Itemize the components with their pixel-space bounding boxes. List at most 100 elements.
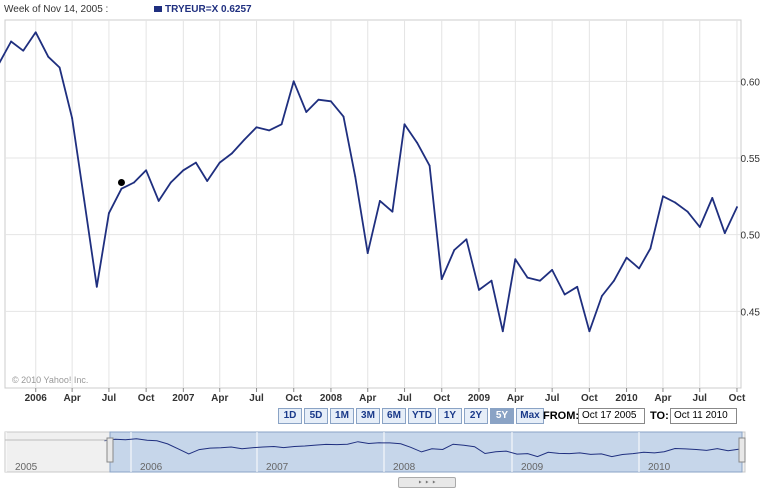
x-tick-label: Apr <box>654 393 671 404</box>
data-point <box>157 200 160 202</box>
data-point <box>662 195 664 198</box>
data-point <box>563 293 566 296</box>
data-point <box>465 238 468 241</box>
data-point <box>478 288 480 291</box>
data-point <box>428 164 431 167</box>
data-point <box>649 247 652 250</box>
range-navigator[interactable]: 2005 2006 2007 2008 2009 2010 <box>0 430 762 476</box>
data-point <box>268 129 270 132</box>
y-tick-label: 0.45 <box>741 307 761 318</box>
data-point <box>120 187 123 190</box>
range-button-5y[interactable]: 5Y <box>490 408 514 424</box>
x-tick-label: Oct <box>581 393 598 404</box>
data-point <box>514 258 517 261</box>
navigator-selection <box>109 431 743 473</box>
data-point <box>10 40 12 43</box>
chart-header: Week of Nov 14, 2005 : TRYEUR=X 0.6257 <box>0 0 762 20</box>
data-point <box>194 161 197 164</box>
data-point <box>34 31 37 34</box>
data-point <box>133 181 135 184</box>
x-tick-label: Jul <box>249 393 264 404</box>
data-point <box>674 201 676 204</box>
x-tick-label: Apr <box>64 393 81 404</box>
x-tick-label: Oct <box>285 393 302 404</box>
range-button-ytd[interactable]: YTD <box>408 408 436 424</box>
navigator-year-label: 2007 <box>266 462 289 473</box>
data-point <box>169 181 172 184</box>
y-tick-label: 0.60 <box>741 77 761 88</box>
x-tick-label: Jul <box>693 393 708 404</box>
from-date-input[interactable]: Oct 17 2005 <box>578 408 645 424</box>
data-point <box>600 295 603 297</box>
data-point <box>83 200 86 202</box>
to-date-input[interactable]: Oct 11 2010 <box>670 408 737 424</box>
range-button-max[interactable]: Max <box>516 408 544 424</box>
x-tick-label: 2007 <box>172 393 195 404</box>
data-point <box>218 161 221 164</box>
data-point <box>305 111 308 113</box>
y-tick-label: 0.55 <box>741 154 761 165</box>
data-point <box>366 252 369 254</box>
data-point <box>453 249 456 251</box>
data-point <box>182 169 185 172</box>
legend-series-label: TRYEUR=X 0.6257 <box>165 4 252 15</box>
navigator-scroll-handle[interactable]: ‣ ‣ ‣ <box>398 477 456 488</box>
data-point <box>501 330 504 333</box>
data-point <box>391 210 394 213</box>
data-point <box>723 232 726 235</box>
data-point <box>354 175 357 178</box>
x-tick-label: Apr <box>507 393 524 404</box>
data-point <box>625 256 628 259</box>
data-point <box>613 279 615 282</box>
to-label: TO: <box>650 410 669 422</box>
navigator-year-label: 2008 <box>393 462 416 473</box>
y-tick-label: 0.50 <box>741 231 761 242</box>
x-tick-label: Oct <box>729 393 746 404</box>
range-button-5d[interactable]: 5D <box>304 408 328 424</box>
data-point <box>280 123 283 126</box>
data-point <box>317 98 320 101</box>
data-point <box>342 115 345 118</box>
plot-area <box>4 19 742 389</box>
data-point <box>243 138 246 141</box>
data-point <box>526 276 529 279</box>
data-point <box>145 169 148 172</box>
data-point <box>490 279 493 282</box>
range-button-1d[interactable]: 1D <box>278 408 302 424</box>
x-tick-label: 2009 <box>468 393 491 404</box>
x-tick-label: Apr <box>359 393 376 404</box>
navigator-left-handle[interactable] <box>106 437 114 463</box>
x-tick-label: Jul <box>545 393 560 404</box>
x-tick-label: Jul <box>397 393 412 404</box>
x-tick-label: 2006 <box>25 393 48 404</box>
data-point <box>255 126 258 129</box>
x-tick-label: Jul <box>102 393 117 404</box>
copyright-text: © 2010 Yahoo! Inc. <box>12 375 88 385</box>
data-point <box>638 267 640 270</box>
data-point <box>588 330 591 333</box>
hover-marker <box>117 179 125 187</box>
range-button-6m[interactable]: 6M <box>382 408 406 424</box>
price-chart[interactable]: 0.45 0.50 0.55 0.60 2006 Apr Jul Oct 2007 Apr Jul O… <box>0 0 762 405</box>
range-button-1m[interactable]: 1M <box>330 408 354 424</box>
data-point <box>58 66 61 69</box>
data-point <box>539 279 541 282</box>
range-button-2y[interactable]: 2Y <box>464 408 488 424</box>
x-tick-label: 2010 <box>615 393 638 404</box>
data-point <box>440 278 443 281</box>
data-point <box>330 100 332 103</box>
navigator-right-handle[interactable] <box>738 437 746 463</box>
data-point <box>95 285 98 288</box>
week-label: Week of Nov 14, 2005 : <box>4 4 109 15</box>
data-point <box>698 226 701 228</box>
navigator-year-label: 2010 <box>648 462 671 473</box>
navigator-year-label: 2005 <box>15 462 38 473</box>
range-button-3m[interactable]: 3M <box>356 408 380 424</box>
range-selector: 1D 5D 1M 3M 6M YTD 1Y 2Y 5Y Max <box>278 408 546 424</box>
from-label: FROM: <box>543 410 580 422</box>
range-button-1y[interactable]: 1Y <box>438 408 462 424</box>
data-point <box>108 212 110 215</box>
data-point <box>71 117 74 120</box>
navigator-year-label: 2009 <box>521 462 544 473</box>
data-point <box>22 49 25 52</box>
